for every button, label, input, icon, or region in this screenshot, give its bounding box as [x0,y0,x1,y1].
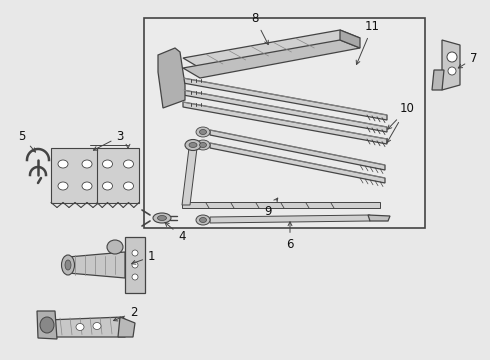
Ellipse shape [102,182,113,190]
Ellipse shape [199,217,206,222]
Ellipse shape [132,262,138,268]
Ellipse shape [40,317,54,333]
Text: 4: 4 [165,222,186,243]
Polygon shape [47,317,130,337]
Ellipse shape [199,143,206,148]
Ellipse shape [196,127,210,137]
Ellipse shape [107,240,123,254]
Ellipse shape [102,160,113,168]
Polygon shape [182,148,197,205]
Text: 9: 9 [264,198,278,218]
Polygon shape [340,30,360,48]
Text: 7: 7 [458,52,477,68]
Text: 8: 8 [251,12,268,45]
Bar [144,18,425,228]
Polygon shape [442,40,460,90]
Polygon shape [158,48,185,108]
Ellipse shape [62,255,74,275]
Ellipse shape [196,140,210,150]
Polygon shape [182,202,380,208]
Ellipse shape [132,274,138,280]
Ellipse shape [448,67,456,75]
Ellipse shape [189,143,197,148]
Polygon shape [432,70,444,90]
Ellipse shape [123,160,133,168]
Polygon shape [37,311,57,339]
Polygon shape [210,130,385,170]
Text: 10: 10 [388,102,415,129]
Text: 11: 11 [356,20,380,64]
Polygon shape [183,102,387,144]
Polygon shape [183,78,387,120]
Polygon shape [183,90,387,132]
Text: 5: 5 [18,130,35,152]
Text: 2: 2 [114,306,138,321]
Ellipse shape [82,182,92,190]
Ellipse shape [58,160,68,168]
Polygon shape [210,215,370,223]
Ellipse shape [196,215,210,225]
Polygon shape [97,148,139,202]
Polygon shape [368,215,390,221]
Polygon shape [68,252,125,278]
Text: 3: 3 [94,130,123,150]
Polygon shape [51,148,99,202]
Polygon shape [125,237,145,293]
Polygon shape [210,143,385,183]
Ellipse shape [123,182,133,190]
Ellipse shape [199,130,206,135]
Ellipse shape [93,323,101,329]
Text: 1: 1 [132,250,155,264]
Polygon shape [183,40,360,78]
Ellipse shape [157,216,167,220]
Text: 6: 6 [286,222,294,251]
Ellipse shape [58,182,68,190]
Ellipse shape [65,260,71,270]
Ellipse shape [153,213,171,223]
Polygon shape [183,30,360,68]
Ellipse shape [82,160,92,168]
Ellipse shape [132,250,138,256]
Ellipse shape [185,140,201,150]
Ellipse shape [76,324,84,330]
Polygon shape [118,317,135,337]
Ellipse shape [447,52,457,62]
